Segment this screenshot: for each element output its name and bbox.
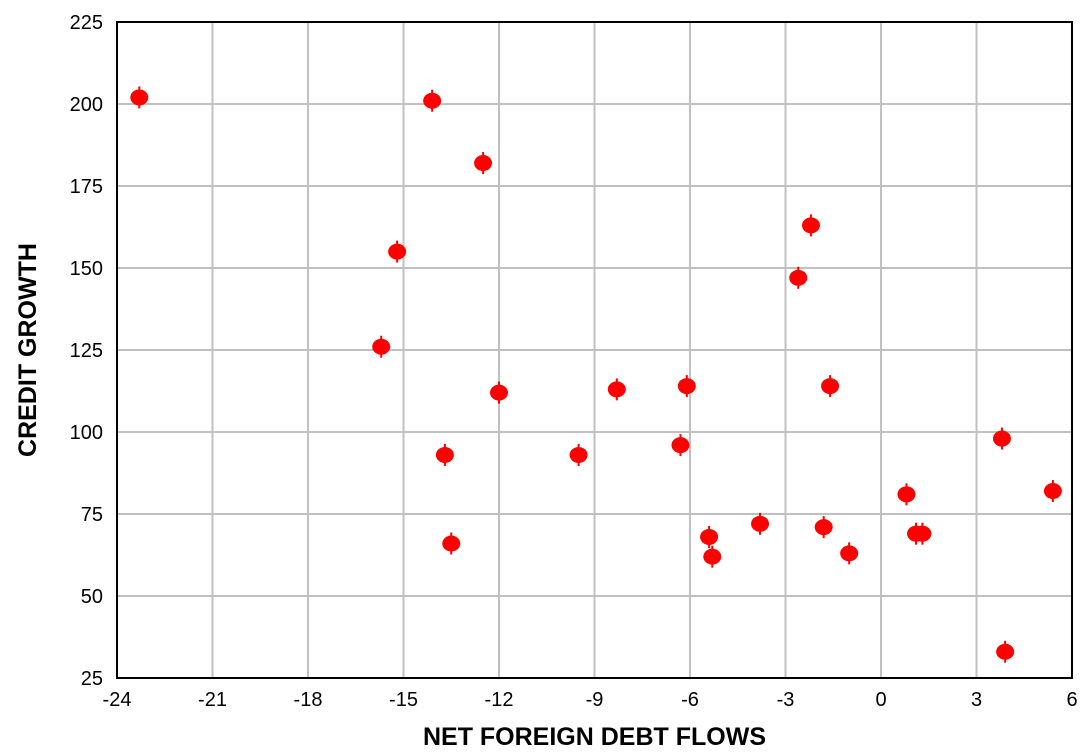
- data-point: [474, 152, 493, 175]
- grid: [116, 21, 1073, 679]
- data-point: [490, 381, 508, 404]
- data-point: [1043, 480, 1062, 503]
- y-axis-title: CREDIT GROWTH: [14, 243, 42, 457]
- data-point: [130, 86, 149, 109]
- y-tick-label: 75: [81, 504, 103, 526]
- x-tick-label: -6: [681, 689, 699, 711]
- data-point: [671, 434, 690, 457]
- data-point: [801, 214, 820, 237]
- data-point: [388, 240, 407, 263]
- x-tick-label: -15: [389, 689, 418, 711]
- data-point: [607, 378, 626, 401]
- x-axis-ticks: -24 -21 -18 -15 -12 -9 -6 -3 0 3 6: [103, 689, 1078, 711]
- data-point: [435, 443, 454, 466]
- x-tick-label: 0: [875, 689, 886, 711]
- x-tick-label: -18: [294, 689, 323, 711]
- data-point: [423, 89, 442, 112]
- data-point: [700, 525, 719, 548]
- x-tick-label: -12: [485, 689, 514, 711]
- data-point: [677, 375, 696, 398]
- x-axis-title: NET FOREIGN DEBT FLOWS: [423, 723, 766, 751]
- data-point: [840, 542, 859, 565]
- y-tick-label: 225: [70, 12, 103, 34]
- x-tick-label: -9: [586, 689, 604, 711]
- x-tick-label: 6: [1066, 689, 1077, 711]
- y-tick-label: 175: [70, 176, 103, 198]
- data-point: [897, 483, 916, 506]
- y-axis-ticks: 25 50 75 100 125 150 175 200 225: [70, 12, 103, 690]
- data-point: [703, 545, 722, 568]
- y-tick-label: 50: [81, 586, 103, 608]
- data-point: [789, 266, 808, 289]
- data-point: [372, 335, 391, 358]
- y-tick-label: 150: [70, 258, 103, 280]
- y-tick-label: 125: [70, 340, 103, 362]
- data-point: [821, 375, 840, 398]
- x-tick-label: 3: [971, 689, 982, 711]
- data-point: [996, 640, 1015, 663]
- data-points: [130, 86, 1062, 663]
- data-point: [992, 427, 1011, 450]
- y-tick-label: 100: [70, 422, 103, 444]
- x-tick-label: -24: [103, 689, 132, 711]
- x-tick-label: -3: [777, 689, 795, 711]
- y-tick-label: 200: [70, 94, 103, 116]
- plot-frame: [116, 21, 1073, 679]
- x-tick-label: -21: [198, 689, 227, 711]
- y-tick-label: 25: [81, 668, 103, 690]
- data-point: [751, 512, 770, 535]
- data-point: [569, 443, 588, 466]
- data-point: [913, 522, 932, 545]
- data-point: [814, 516, 833, 539]
- data-point: [442, 532, 461, 555]
